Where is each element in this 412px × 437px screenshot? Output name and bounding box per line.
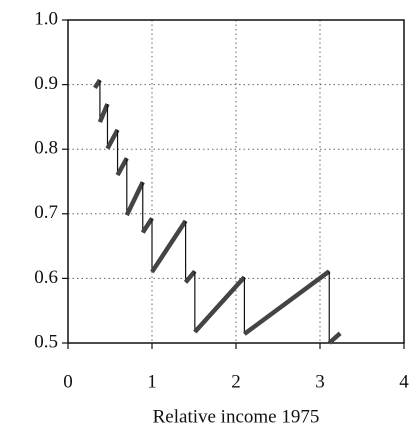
x-tick-label: 1: [147, 371, 157, 392]
line-segment: [115, 157, 129, 177]
y-tick-label: 0.5: [34, 331, 58, 352]
y-tick-label: 1.0: [34, 8, 58, 29]
x-tick-label: 2: [231, 371, 241, 392]
y-tick-label: 0.9: [34, 73, 58, 94]
y-tick-label: 0.6: [34, 267, 58, 288]
x-tick-label: 0: [63, 371, 73, 392]
line-segment: [105, 128, 120, 150]
line-segment: [150, 219, 188, 274]
x-tick-label: 4: [399, 371, 409, 392]
line-segment: [243, 269, 331, 336]
x-axis-label: Relative income 1975: [153, 406, 320, 427]
line-segment: [327, 331, 342, 345]
line-segment: [97, 103, 110, 123]
line-segment: [193, 275, 247, 334]
y-tick-label: 0.7: [34, 202, 58, 223]
line-segment: [124, 181, 145, 217]
y-tick-label: 0.8: [34, 138, 58, 159]
plot-frame: [67, 19, 405, 344]
x-tick-label: 3: [315, 371, 325, 392]
line-segment: [140, 217, 154, 234]
line-segment: [92, 78, 102, 90]
line-segment: [183, 269, 197, 284]
